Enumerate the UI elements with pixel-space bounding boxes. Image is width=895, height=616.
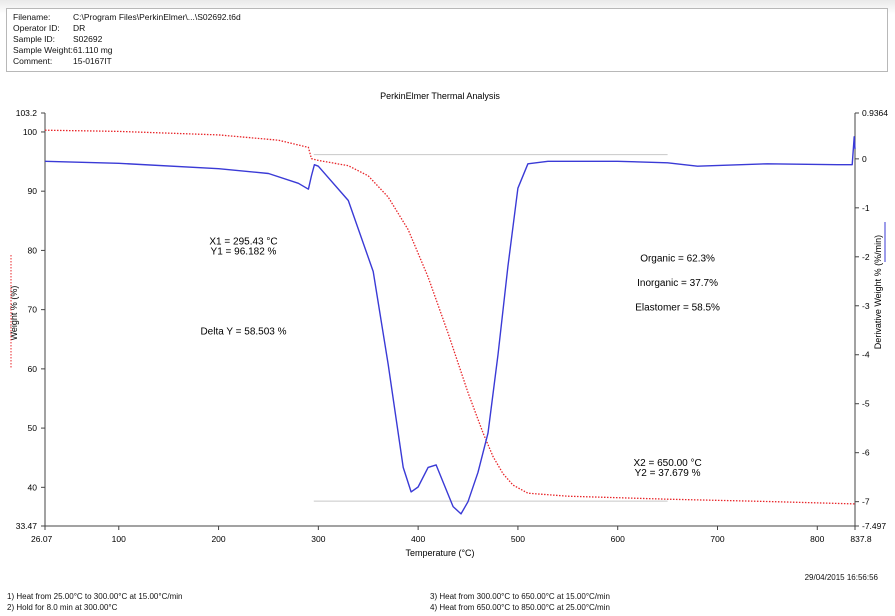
y-left-tick-label: 90: [28, 186, 38, 196]
x-tick-label: 837.8: [850, 534, 872, 544]
annotation-label: Y2 = 37.679 %: [635, 468, 701, 479]
y-right-tick-label: 0.9364: [862, 108, 888, 118]
chart-title: PerkinElmer Thermal Analysis: [380, 91, 500, 101]
info-value: S02692: [73, 34, 103, 44]
info-row-sample-weight: Sample Weight:61.110 mg: [13, 45, 113, 55]
info-value: DR: [73, 23, 86, 33]
x-tick-label: 100: [112, 534, 126, 544]
method-step-1: 1) Heat from 25.00°C to 300.00°C at 15.0…: [7, 592, 183, 601]
y-right-tick-label: -1: [862, 203, 870, 213]
y-left-tick-label: 40: [28, 482, 38, 492]
x-tick-label: 400: [411, 534, 425, 544]
info-row-comment: Comment: 15-0167IT: [13, 56, 112, 66]
axes: 26.07 100 200 300 400 500 600 700 800 837.833.474…: [16, 108, 889, 544]
y-left-axis-label: Weight % (%): [9, 286, 19, 341]
annotation-label: Elastomer = 58.5%: [635, 303, 720, 314]
y-right-axis-label: Derivative Weight % (%/min): [873, 235, 883, 349]
annotation-label: Inorganic = 37.7%: [637, 278, 718, 289]
y-right-tick-label: -7: [862, 497, 870, 507]
annotation-label: X1 = 295.43 °C: [209, 236, 277, 247]
y-right-tick-label: -6: [862, 448, 870, 458]
y-right-tick-label: -3: [862, 301, 870, 311]
annotations: X1 = 295.43 °CY1 = 96.182 % Delta Y = 58.…: [200, 236, 720, 479]
x-tick-label: 26.07: [31, 534, 53, 544]
info-value: 15-0167IT: [73, 56, 112, 66]
info-key: Operator ID:: [13, 23, 60, 33]
info-value: C:\Program Files\PerkinElmer\...\S02692.…: [73, 12, 241, 22]
method-step-2: 2) Hold for 8.0 min at 300.00°C: [7, 603, 118, 612]
y-right-tick-label: -2: [862, 252, 870, 262]
x-tick-label: 200: [211, 534, 225, 544]
info-key: Sample Weight:: [13, 45, 73, 55]
sample-info-box: Filename: C:\Program Files\PerkinElmer\..…: [6, 8, 888, 72]
x-tick-label: 600: [611, 534, 625, 544]
x-tick-label: 800: [810, 534, 824, 544]
x-tick-label: 500: [511, 534, 525, 544]
x-tick-label: 300: [311, 534, 325, 544]
y-left-tick-label: 100: [23, 127, 37, 137]
x-axis-label: Temperature (°C): [405, 548, 474, 558]
info-key: Filename:: [13, 12, 51, 22]
y-left-tick-label: 80: [28, 245, 38, 255]
range-markers: [313, 154, 668, 502]
timestamp: 29/04/2015 16:56:56: [804, 573, 878, 582]
annotation-label: Y1 = 96.182 %: [211, 247, 277, 258]
info-row-filename: Filename: C:\Program Files\PerkinElmer\..…: [13, 12, 241, 22]
y-left-tick-label: 103.2: [16, 108, 38, 118]
y-right-tick-label: -4: [862, 350, 870, 360]
method-step-3: 3) Heat from 300.00°C to 650.00°C at 15.…: [430, 592, 610, 601]
info-key: Sample ID:: [13, 34, 56, 44]
weight-percent-line: [44, 129, 856, 505]
y-left-tick-label: 70: [28, 305, 38, 315]
y-left-tick-label: 60: [28, 364, 38, 374]
info-value: 61.110 mg: [73, 45, 113, 55]
info-row-sample-id: Sample ID: S02692: [13, 34, 102, 44]
method-step-4: 4) Heat from 650.00°C to 850.00°C at 25.…: [430, 603, 610, 612]
y-left-tick-label: 50: [28, 423, 38, 433]
x-tick-label: 700: [710, 534, 724, 544]
annotation-label: X2 = 650.00 °C: [633, 458, 701, 469]
y-right-tick-label: -5: [862, 399, 870, 409]
y-left-tick-label: 33.47: [16, 521, 38, 531]
y-right-tick-label: -7.497: [862, 521, 886, 531]
y-right-tick-label: 0: [862, 154, 867, 164]
series-group: [44, 129, 856, 515]
derivative-weight-line: [44, 136, 856, 515]
annotation-label: Delta Y = 58.503 %: [200, 327, 286, 338]
info-row-operator: Operator ID: DR: [13, 23, 85, 33]
info-key: Comment:: [13, 56, 53, 66]
annotation-label: Organic = 62.3%: [640, 254, 715, 265]
